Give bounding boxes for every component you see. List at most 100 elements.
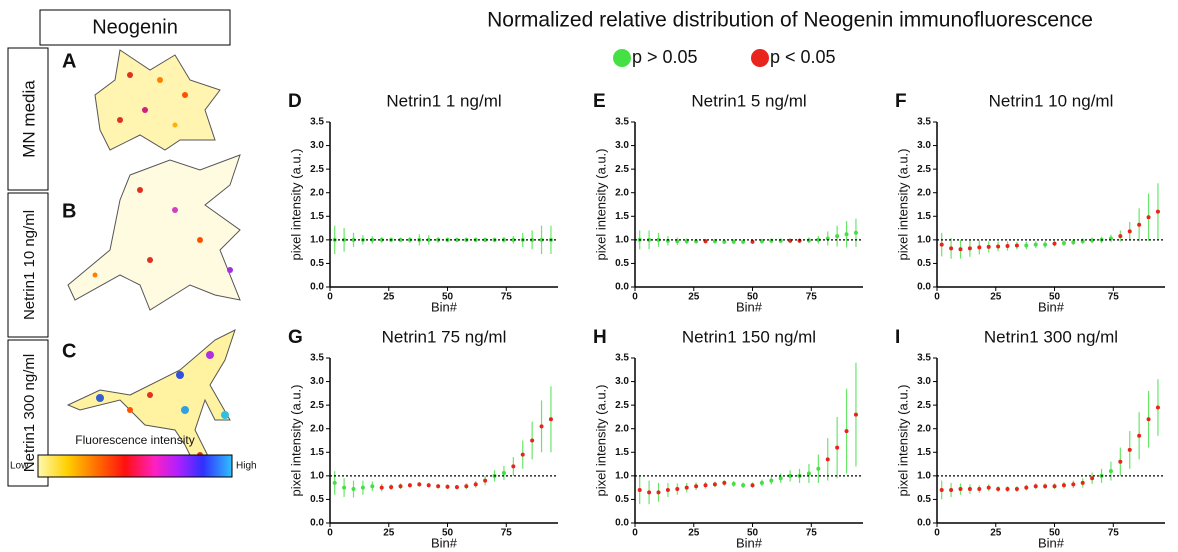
data-point (342, 485, 347, 490)
x-tick-label: 50 (747, 528, 759, 539)
data-point (986, 485, 991, 490)
data-point (1127, 229, 1132, 234)
chart-title: Netrin1 1 ng/ml (386, 91, 501, 110)
data-point (853, 412, 858, 417)
row-label-box (7, 192, 49, 338)
x-tick-label: 50 (1049, 292, 1061, 303)
data-point (454, 237, 459, 242)
data-point (665, 488, 670, 492)
data-point (332, 480, 337, 485)
colorbar (37, 454, 233, 478)
colorbar-high: High (236, 461, 257, 472)
y-tick-label: 0.0 (615, 282, 629, 293)
data-point (1043, 242, 1048, 247)
panel-letter: F (895, 91, 907, 112)
data-point (539, 424, 544, 429)
data-point (1071, 482, 1076, 487)
data-point (454, 485, 459, 490)
y-tick-label: 1.0 (310, 470, 324, 481)
data-point (1071, 240, 1076, 245)
data-point (1137, 222, 1142, 227)
data-point (949, 488, 954, 492)
image-title-box (39, 9, 231, 46)
x-tick-label: 75 (501, 528, 513, 539)
y-axis-label: pixel intensity (a.u.) (593, 385, 608, 497)
data-point (398, 237, 403, 242)
data-point (816, 466, 821, 471)
y-tick-label: 2.5 (615, 164, 629, 175)
data-point (548, 417, 553, 422)
data-point (501, 471, 506, 476)
y-tick-label: 1.5 (310, 447, 324, 458)
data-point (1108, 469, 1113, 474)
panel-letter: I (895, 327, 900, 348)
y-tick-label: 3.0 (615, 140, 629, 151)
data-point (1061, 241, 1066, 246)
data-point (996, 244, 1001, 249)
data-point (379, 485, 384, 490)
y-tick-label: 3.0 (310, 376, 324, 387)
data-point (436, 484, 441, 489)
panel-letter: D (288, 91, 302, 112)
data-point (637, 488, 642, 492)
data-point (1146, 417, 1151, 422)
data-point (1118, 234, 1123, 239)
y-tick-label: 3.0 (917, 376, 931, 387)
data-point (769, 478, 774, 483)
puncta (92, 72, 233, 458)
data-point (1155, 405, 1160, 410)
y-tick-label: 1.5 (917, 447, 931, 458)
data-point (939, 242, 944, 247)
data-point (426, 483, 431, 488)
data-point (1024, 485, 1029, 490)
data-point (483, 237, 488, 242)
chart-title: Netrin1 150 ng/ml (682, 327, 816, 346)
data-point (731, 239, 736, 244)
data-point (464, 484, 469, 489)
x-axis-label: Bin# (736, 299, 763, 314)
row-label: Netrin1 300 ng/ml (21, 354, 38, 472)
data-point (844, 429, 849, 434)
y-tick-label: 0.5 (917, 258, 931, 269)
data-point (389, 485, 394, 490)
cell-image (67, 154, 241, 311)
panel-letter: B (62, 200, 76, 222)
data-point (1052, 241, 1057, 246)
cell-image (66, 329, 236, 476)
data-point (806, 471, 811, 476)
x-axis-label: Bin# (431, 299, 458, 314)
y-tick-label: 0.5 (615, 494, 629, 505)
y-axis-label: pixel intensity (a.u.) (288, 385, 303, 497)
y-tick-label: 1.0 (615, 234, 629, 245)
x-axis-label: Bin# (431, 535, 458, 550)
data-point (647, 490, 652, 495)
x-tick-label: 50 (442, 528, 454, 539)
data-point (958, 247, 963, 252)
data-point (816, 237, 821, 242)
x-tick-label: 25 (383, 292, 395, 303)
image-title: Neogenin (92, 16, 178, 38)
y-tick-label: 2.5 (917, 400, 931, 411)
data-point (1033, 484, 1038, 489)
x-tick-label: 25 (688, 292, 700, 303)
data-point (530, 237, 535, 242)
y-tick-label: 1.0 (615, 470, 629, 481)
x-tick-label: 0 (632, 292, 638, 303)
data-point (825, 457, 830, 462)
data-point (656, 237, 661, 242)
y-tick-label: 3.5 (310, 117, 324, 128)
row-label: MN media (19, 80, 38, 158)
x-axis-label: Bin# (1038, 299, 1065, 314)
data-point (844, 232, 849, 237)
data-point (647, 237, 652, 242)
data-point (967, 487, 972, 492)
colorbar-low: Low (10, 461, 29, 472)
data-point (1118, 459, 1123, 464)
data-point (1146, 215, 1151, 220)
data-point (1155, 209, 1160, 214)
chart-title: Netrin1 75 ng/ml (382, 327, 507, 346)
data-point (731, 481, 736, 486)
data-point (511, 237, 516, 242)
y-tick-label: 3.0 (310, 140, 324, 151)
